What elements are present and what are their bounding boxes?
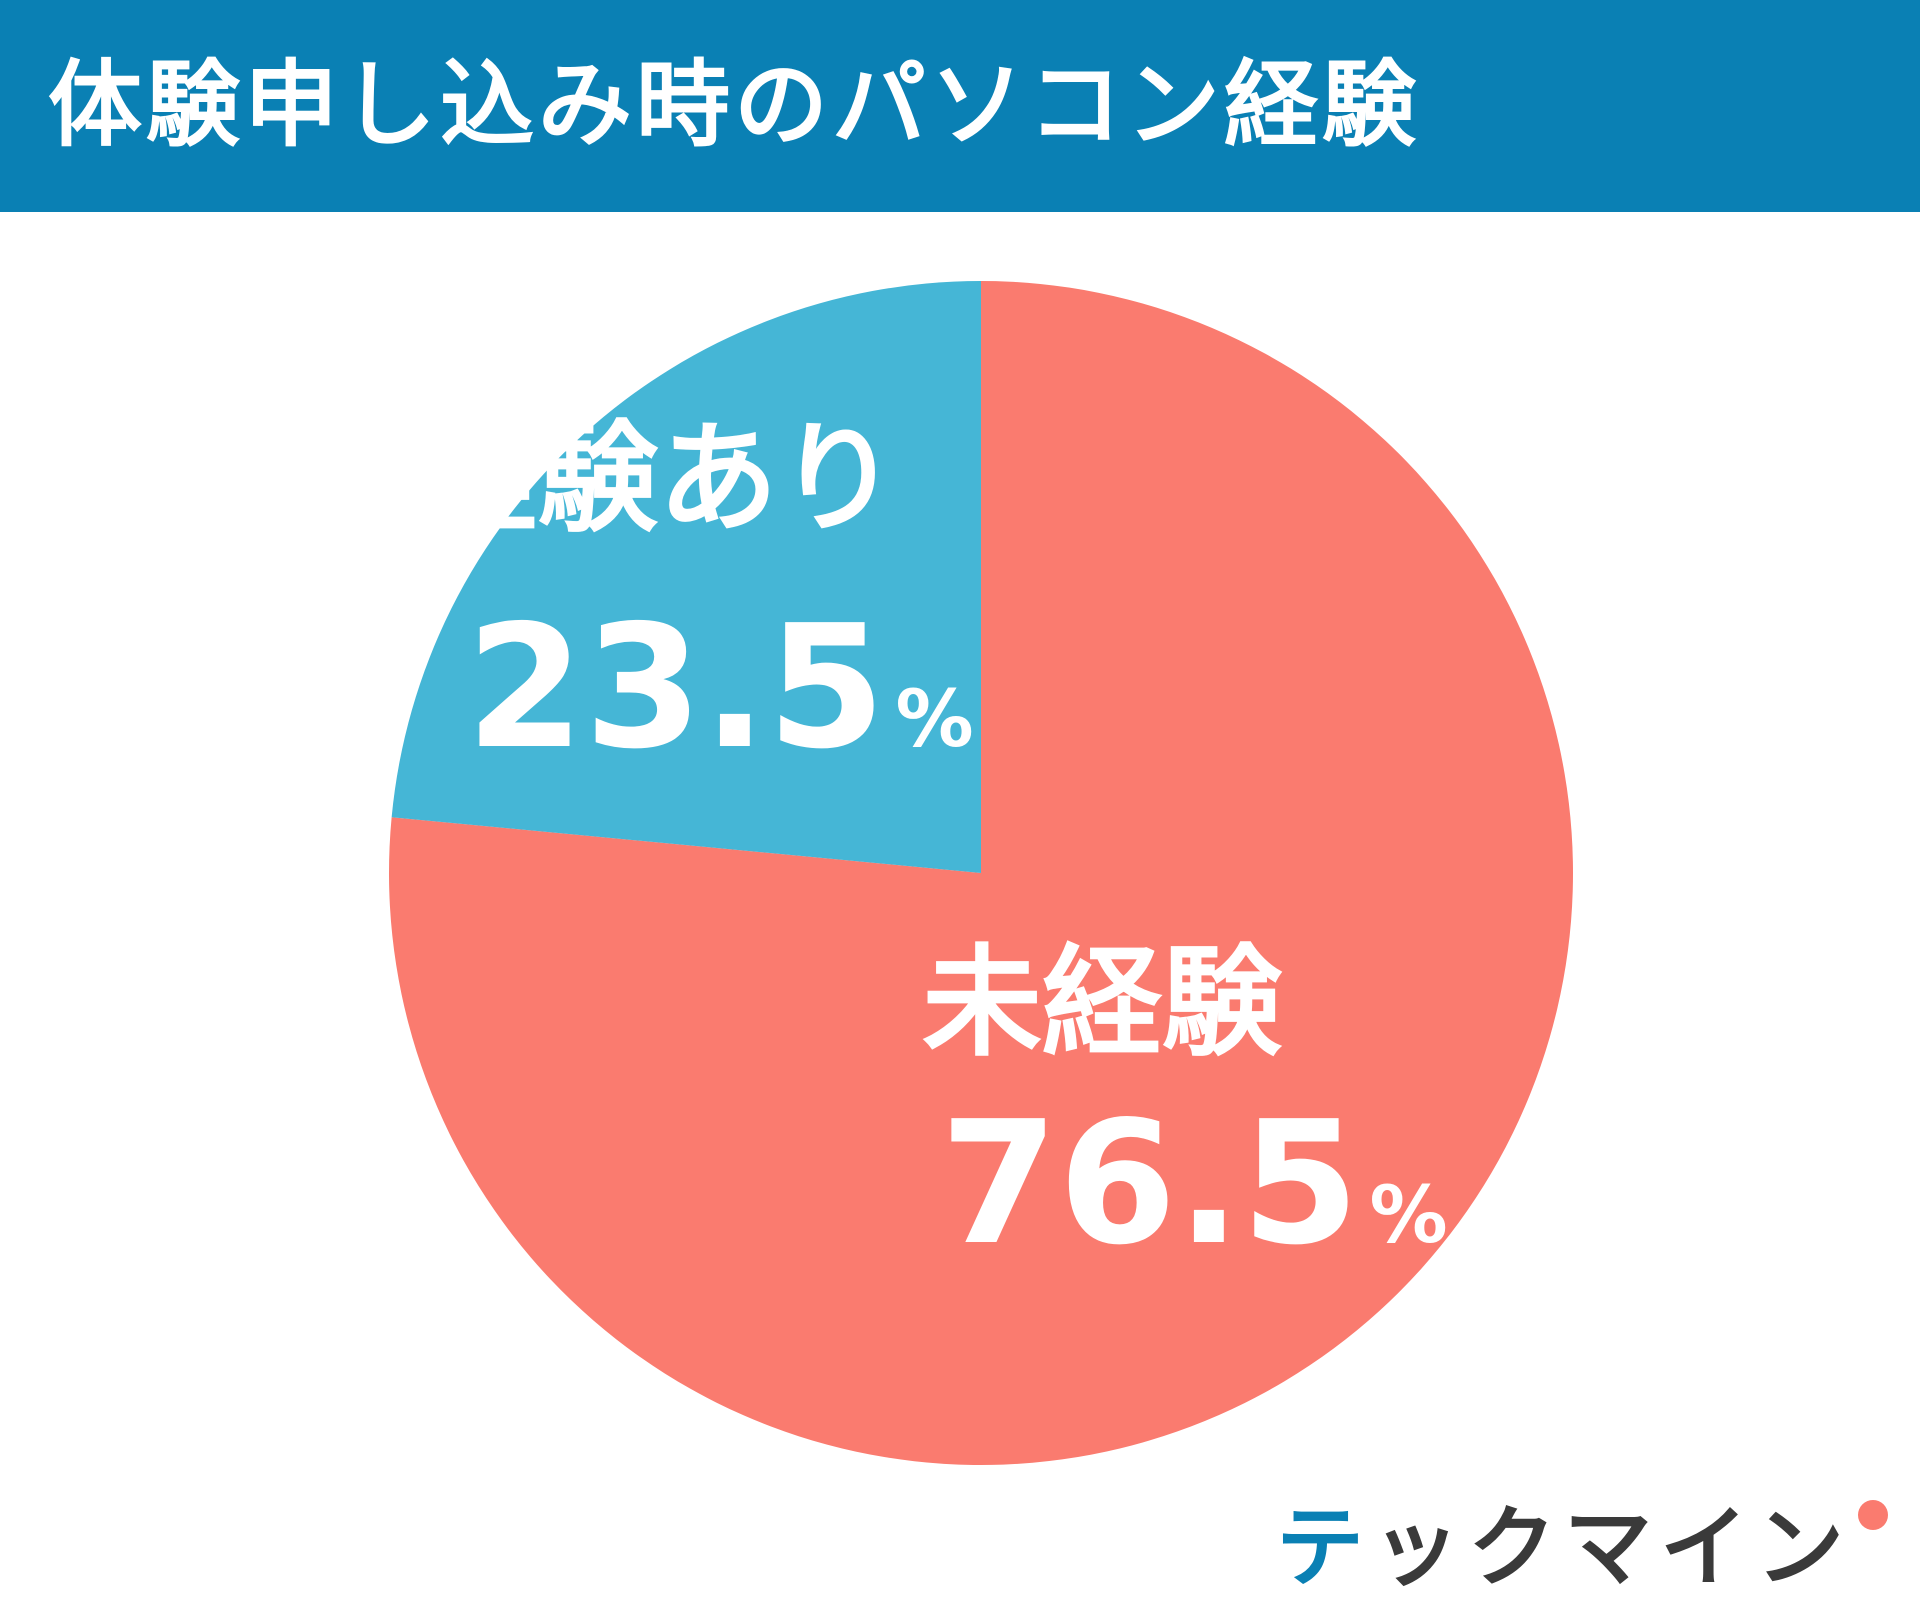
- pie-slice-inexperienced: [389, 281, 1574, 1465]
- slice-value-experienced-number: 23.5: [466, 589, 885, 787]
- brand-logo: テックマイン: [1276, 1496, 1889, 1599]
- logo-accent-text: テ: [1276, 1496, 1373, 1599]
- slice-value-inexperienced-unit: %: [1369, 1171, 1447, 1261]
- pie-slice-experienced: [391, 281, 981, 873]
- logo-rest-text: ックマイン: [1372, 1496, 1853, 1599]
- logo-dot-icon: [1858, 1500, 1889, 1530]
- slice-value-inexperienced-number: 76.5: [940, 1085, 1359, 1283]
- slice-label-experienced: 経験あり: [418, 410, 898, 549]
- chart-title: 体験申し込み時のパソコン経験: [48, 51, 1421, 160]
- slice-value-experienced: 23.5%: [466, 589, 974, 787]
- slice-value-experienced-unit: %: [895, 675, 973, 765]
- slice-label-inexperienced: 未経験: [922, 934, 1283, 1073]
- slice-value-inexperienced: 76.5%: [940, 1085, 1448, 1283]
- title-bar: 体験申し込み時のパソコン経験: [0, 0, 1920, 212]
